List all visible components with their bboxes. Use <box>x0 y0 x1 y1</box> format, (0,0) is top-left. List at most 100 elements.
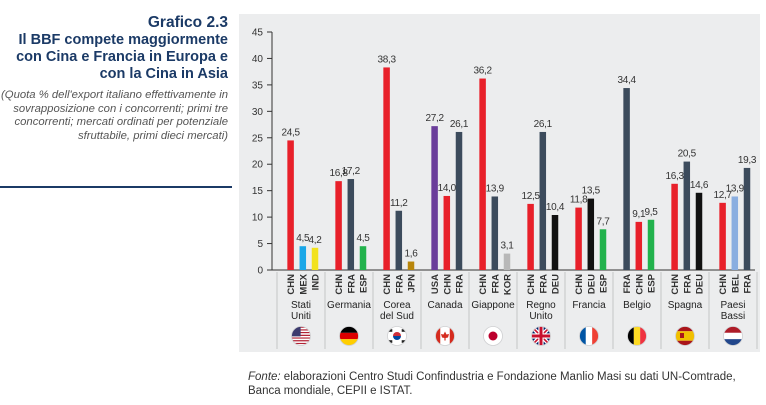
bar-value-label: 10,4 <box>546 202 565 213</box>
es-flag <box>675 326 695 346</box>
y-tick-label: 25 <box>252 133 264 144</box>
bar <box>551 214 559 270</box>
source-lead: Fonte: <box>248 371 281 383</box>
y-tick-label: 5 <box>257 239 263 250</box>
bar <box>743 167 751 270</box>
bar <box>719 202 726 270</box>
flag-outline <box>723 326 743 346</box>
competitor-label: FRA <box>394 274 405 294</box>
competitor-label: FRA <box>346 274 357 294</box>
title-block: Grafico 2.3 Il BBF compete maggiormente … <box>0 14 228 143</box>
bar-value-label: 13,9 <box>486 183 505 194</box>
bar <box>623 88 630 270</box>
be-flag <box>627 326 647 346</box>
bar-value-label: 14,0 <box>438 183 457 194</box>
y-tick-label: 10 <box>252 213 264 224</box>
chart-panel <box>239 14 760 352</box>
market-label: Francia <box>572 300 606 311</box>
nl-flag <box>723 326 743 346</box>
bar-value-label: 36,2 <box>473 66 492 77</box>
market-label: Uniti <box>291 311 311 322</box>
market-label: del Sud <box>380 311 414 322</box>
bar-value-label: 13,5 <box>582 186 601 197</box>
bar-value-label: 24,5 <box>281 127 300 138</box>
bar-value-label: 12,5 <box>521 191 540 202</box>
bar <box>431 126 438 271</box>
bar <box>407 261 415 270</box>
competitor-label: CHN <box>442 274 453 295</box>
title-divider <box>0 186 232 188</box>
chart-note: (Quota % dell'export italiano effettivam… <box>1 89 228 142</box>
competitor-label: ESP <box>599 273 610 293</box>
bar <box>299 246 307 270</box>
market-label: Spagna <box>668 300 703 311</box>
competitor-label: CHN <box>286 274 297 295</box>
bar-chart: 0 5 10 15 20 25 30 35 40 45 24,5 CHN 4,5 MEX 4,2 INDSta… <box>252 28 758 349</box>
y-tick-label: 0 <box>257 266 263 277</box>
bar <box>683 161 691 270</box>
competitor-label: CHN <box>574 274 585 295</box>
competitor-label: CHN <box>670 274 681 295</box>
competitor-label: CHN <box>382 274 393 295</box>
bar-value-label: 9,5 <box>644 207 658 218</box>
market-label: Belgio <box>623 300 651 311</box>
competitor-label: FRA <box>682 274 693 294</box>
bar <box>335 181 342 270</box>
bar-value-label: 3,1 <box>500 241 514 252</box>
kr-flag <box>387 326 407 346</box>
bar <box>635 221 643 270</box>
bar <box>731 196 739 270</box>
market-label: Bassi <box>721 311 745 322</box>
flag-outline <box>531 326 551 346</box>
competitor-label: FRA <box>538 274 549 294</box>
bar-value-label: 16,8 <box>329 168 348 179</box>
bar <box>599 229 607 270</box>
bar <box>443 195 451 270</box>
bar <box>527 203 534 270</box>
market-label: Paesi <box>720 300 745 311</box>
competitor-label: DEU <box>586 274 597 294</box>
bar-value-label: 11,8 <box>570 195 588 206</box>
flag-outline <box>339 326 359 346</box>
competitor-label: BEL <box>730 274 741 293</box>
y-tick-label: 15 <box>252 186 264 197</box>
competitor-label: ESP <box>359 273 370 293</box>
bar <box>347 179 355 270</box>
flag-outline <box>387 326 407 346</box>
bar <box>539 131 547 270</box>
bar-value-label: 34,4 <box>617 75 636 86</box>
de-flag <box>339 326 359 346</box>
uk-flag <box>531 326 551 346</box>
bar-value-label: 11,2 <box>390 198 408 209</box>
bar <box>383 67 390 271</box>
bar-value-label: 38,3 <box>377 54 396 65</box>
ca-flag <box>435 326 455 346</box>
competitor-label: DEU <box>695 274 706 294</box>
competitor-label: CHN <box>634 274 645 295</box>
competitor-label: MEX <box>298 273 309 294</box>
competitor-label: CHN <box>478 274 489 295</box>
y-tick-label: 40 <box>252 54 264 65</box>
bar-value-label: 13,9 <box>726 183 745 194</box>
bar-value-label: 16,3 <box>665 171 684 182</box>
flag-outline <box>291 326 311 346</box>
competitor-label: FRA <box>490 274 501 294</box>
bar <box>647 219 655 270</box>
market-label: Corea <box>383 300 411 311</box>
bar <box>503 253 511 270</box>
bar-value-label: 1,6 <box>404 249 418 260</box>
flag-outline <box>483 326 503 346</box>
flag-outline <box>435 326 455 346</box>
bar <box>575 207 582 270</box>
market-label: Germania <box>327 300 371 311</box>
bar-value-label: 27,2 <box>425 113 444 124</box>
bar <box>287 140 294 270</box>
fr-flag <box>579 326 599 346</box>
competitor-label: ESP <box>647 273 658 293</box>
bar <box>587 198 595 270</box>
competitor-label: FRA <box>455 274 466 294</box>
bar <box>395 210 403 270</box>
y-tick-label: 30 <box>252 107 264 118</box>
competitor-label: USA <box>430 274 441 294</box>
chart-number: Grafico 2.3 <box>147 14 228 31</box>
